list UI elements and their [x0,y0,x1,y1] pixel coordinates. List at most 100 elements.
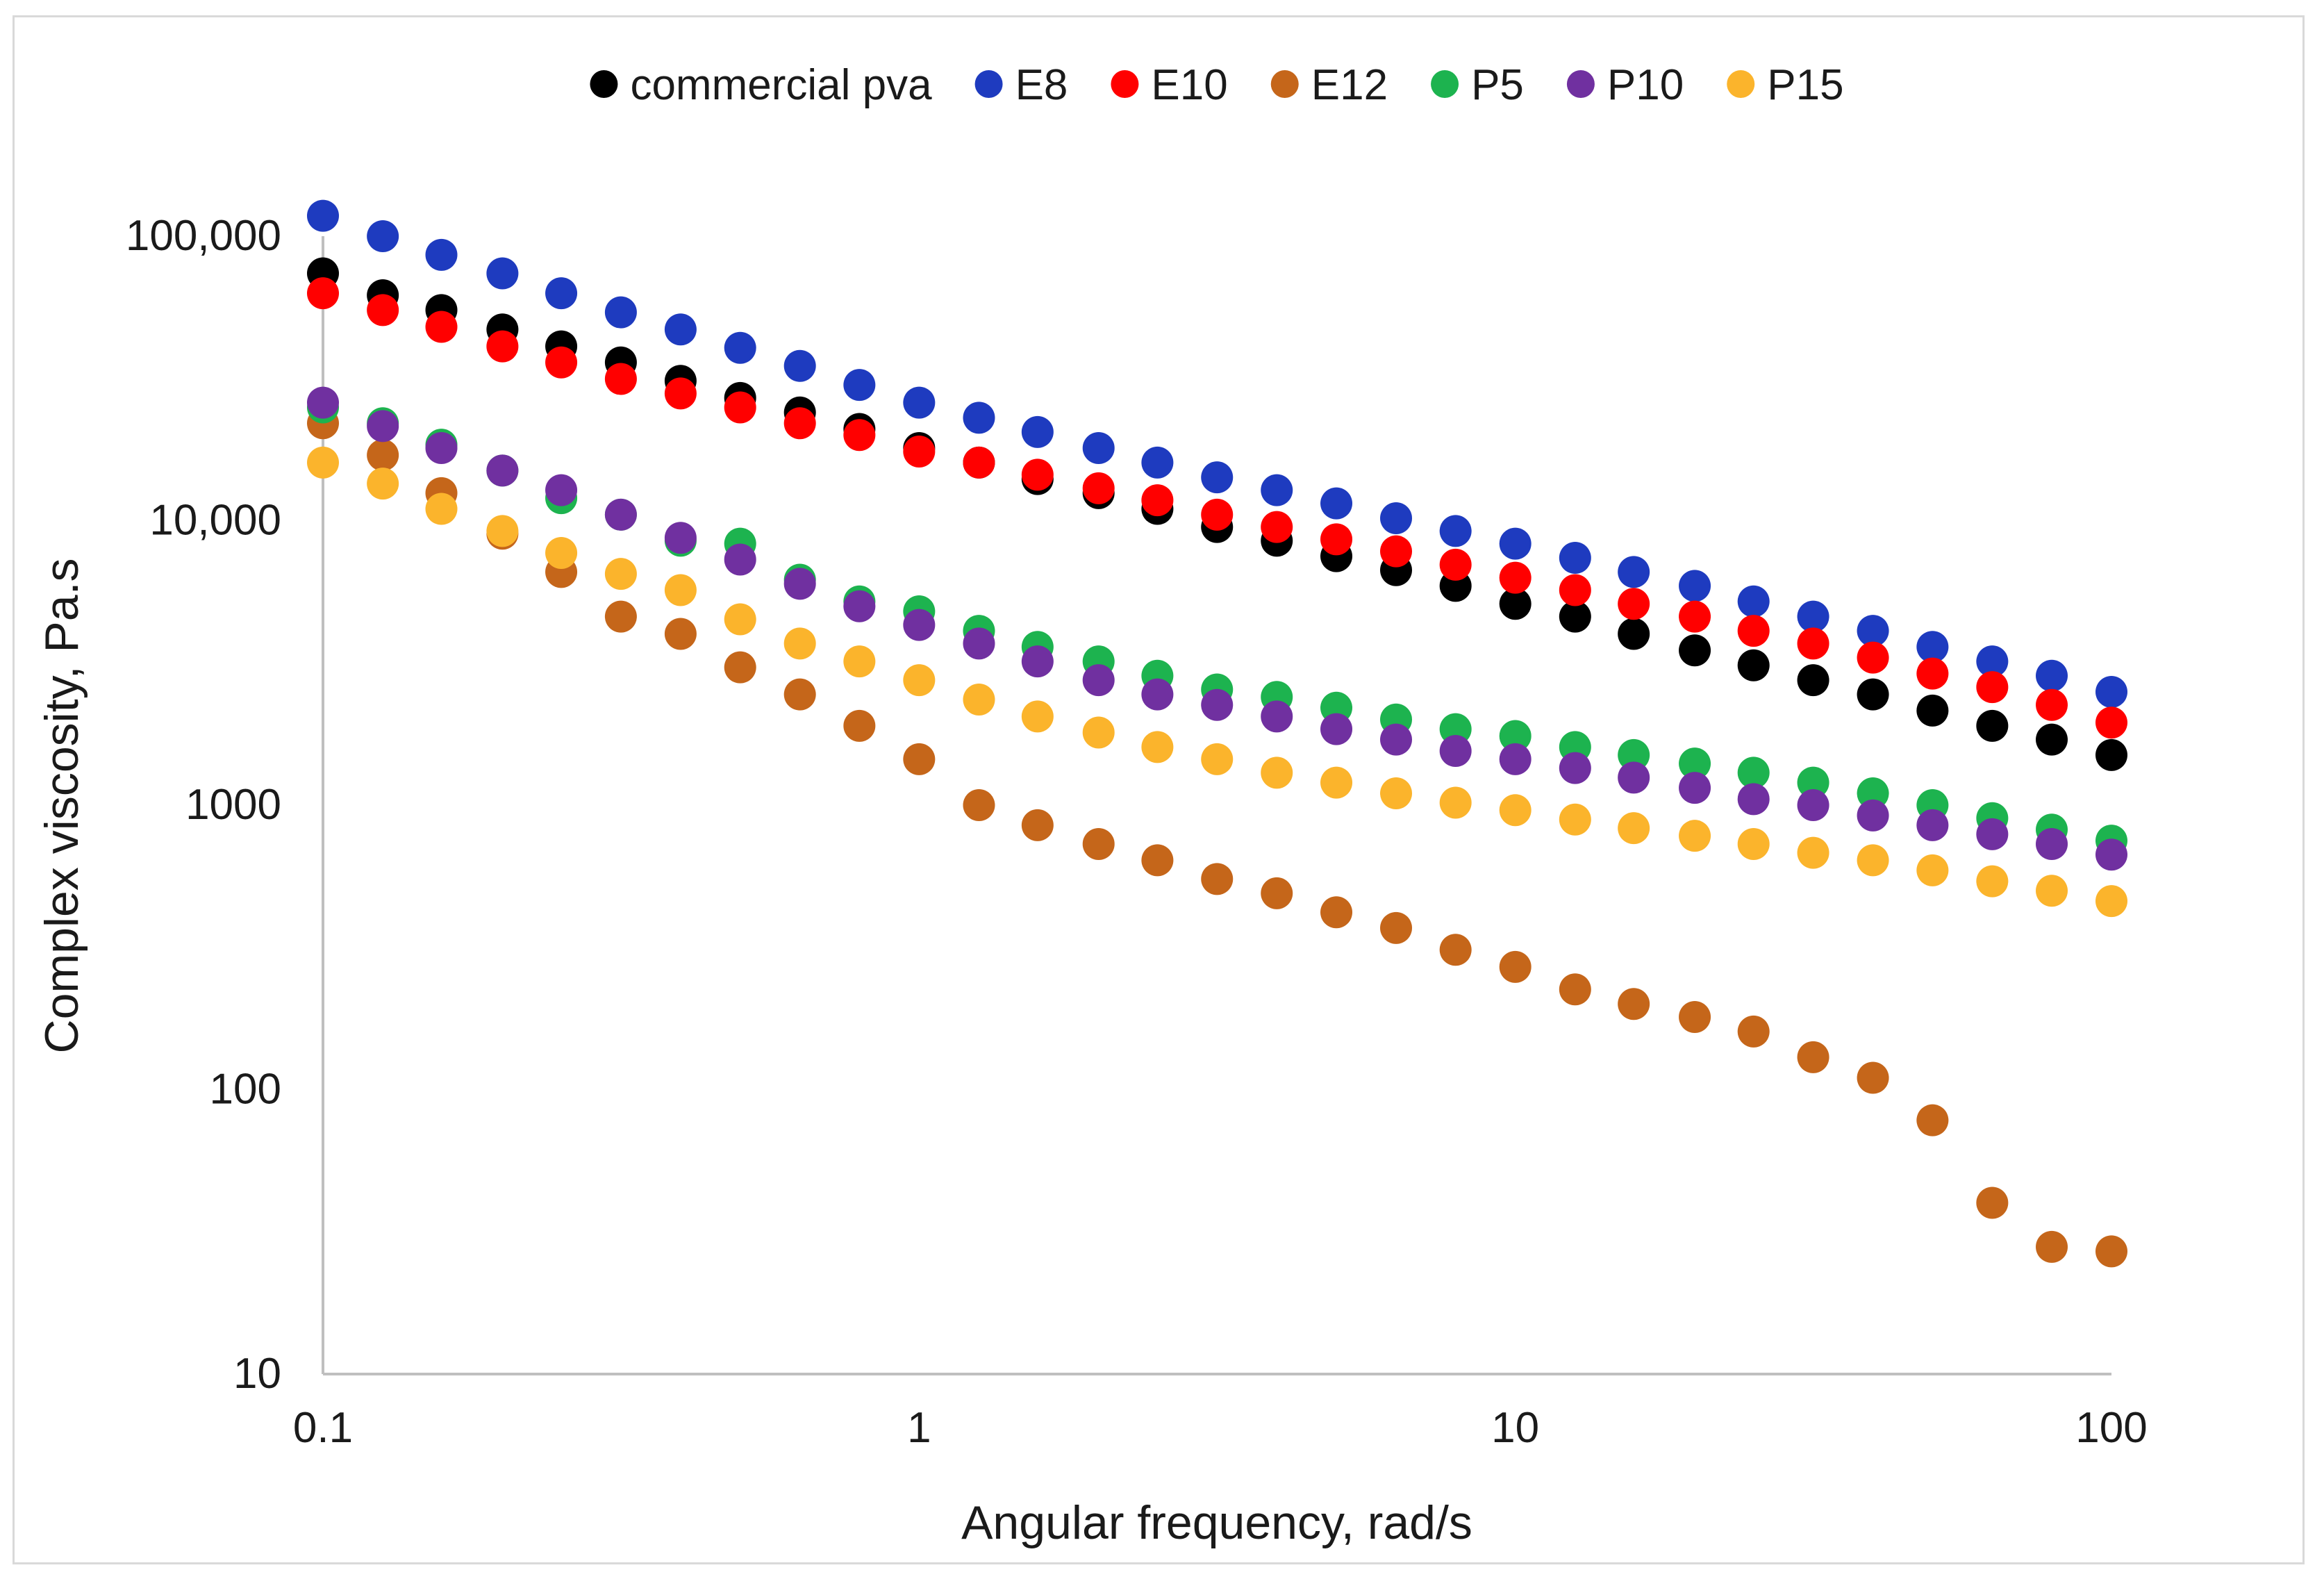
data-point [843,645,876,678]
data-point [367,468,399,500]
data-point [843,419,876,452]
data-point [1618,588,1650,620]
data-point [545,346,578,379]
legend-item: P10 [1566,61,1684,109]
data-point [307,446,339,479]
legend-marker [590,70,618,98]
legend-item: E10 [1111,61,1228,109]
data-point [1679,1000,1711,1033]
data-point [1082,472,1115,504]
data-point [1857,641,1889,674]
data-point [664,522,697,554]
data-point [1141,678,1174,711]
data-point [1737,757,1770,789]
data-point [1559,600,1591,633]
legend-label: E8 [1015,61,1068,109]
series-p10 [307,386,2127,871]
data-point [1021,415,1054,448]
data-point [963,789,995,821]
x-tick-label: 0.1 [293,1404,353,1452]
data-point [1380,777,1413,810]
legend-marker [974,70,1003,98]
data-point [903,743,936,775]
data-point [1439,735,1472,768]
chart-frame [13,15,2305,1564]
data-point [1857,777,1889,810]
data-point [963,627,995,660]
data-point [307,199,339,232]
legend-marker [1431,70,1459,98]
series-p15 [307,446,2127,918]
data-point [425,311,458,343]
legend: commercial pva E8 E10 E12 P5 P10 P15 [590,61,1844,109]
data-point [1499,561,1532,594]
data-point [664,574,697,606]
data-point [486,257,519,290]
data-point [1261,877,1293,909]
data-point [1082,431,1115,464]
data-point [1559,803,1591,836]
legend-item: commercial pva [590,61,932,109]
data-point [783,627,816,660]
data-point [664,313,697,346]
legend-label: P5 [1471,61,1524,109]
tick-labels: 0.1 1 10 100 10 100 1000 10,000 100,000 [126,212,2148,1452]
data-point [1679,634,1711,667]
data-point [1021,700,1054,733]
data-point [1320,487,1353,520]
data-point [1201,863,1234,895]
data-point [963,402,995,434]
data-point [1679,747,1711,780]
x-tick-label: 1 [907,1404,931,1452]
data-point [2036,688,2068,721]
data-point [1916,809,1949,841]
data-point [604,296,637,329]
data-point [604,600,637,633]
data-point [1499,794,1532,827]
data-point [1679,820,1711,852]
data-point [1976,865,2009,898]
data-point [783,568,816,600]
data-point [1261,700,1293,733]
data-point [1737,783,1770,816]
data-point [2095,838,2127,871]
data-point [545,474,578,506]
data-point [1439,548,1472,581]
data-point [307,386,339,419]
data-point [1499,743,1532,775]
data-point [2036,875,2068,907]
data-point [425,238,458,271]
data-point [724,391,756,424]
data-point [486,515,519,547]
y-tick-label: 100,000 [126,212,281,260]
data-point [1201,498,1234,531]
data-point [1559,574,1591,606]
legend-marker [1566,70,1595,98]
data-point [1737,615,1770,647]
data-point [1380,502,1413,534]
data-point [1439,713,1472,745]
data-point [1737,649,1770,681]
data-point [1559,752,1591,784]
data-point [1559,973,1591,1006]
data-point [843,709,876,742]
y-tick-label: 10,000 [149,497,281,545]
data-point [724,651,756,684]
data-point [545,277,578,310]
data-point [1618,618,1650,650]
legend-marker [1111,70,1139,98]
data-point [1439,934,1472,966]
data-point [1201,743,1234,775]
data-point [1976,671,2009,704]
legend-marker [1270,70,1299,98]
data-point [1380,535,1413,568]
data-point [367,410,399,443]
data-point [1797,836,1829,869]
data-point [1021,458,1054,491]
data-point [604,558,637,590]
data-point [1618,988,1650,1020]
y-tick-label: 1000 [185,781,281,829]
data-point [724,331,756,364]
data-point [1857,1061,1889,1094]
